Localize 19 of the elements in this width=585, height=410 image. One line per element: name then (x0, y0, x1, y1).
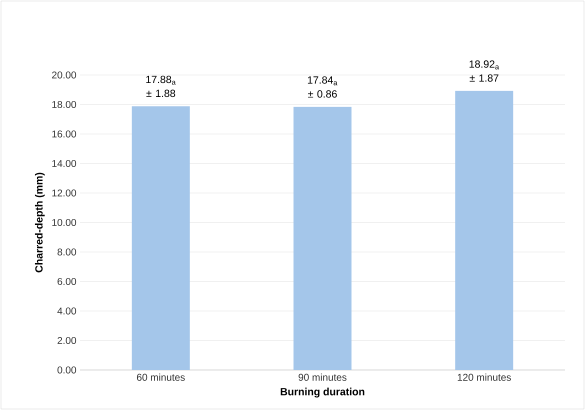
data-label: 18.92$_{a}$ ± 1.87 (470, 60, 500, 82)
y-tick-label: 4.00 (57, 307, 76, 315)
y-tick-label: 0.00 (57, 366, 76, 374)
data-label: 17.88$_{a}$ ± 1.88 (146, 76, 176, 98)
y-tick-label: 2.00 (58, 336, 76, 344)
y-axis-title: Charred-depth (mm) (34, 172, 45, 272)
data-label: 17.84$_{a}$ ± 0.86 (308, 76, 338, 98)
x-tick-label: 60 minutes (136, 374, 185, 381)
y-tick-label: 14.00 (52, 160, 76, 168)
y-tick-label: 8.00 (58, 248, 76, 256)
y-tick-label: 12.00 (52, 189, 76, 197)
y-tick-label: 18.00 (52, 100, 76, 108)
y-tick-label: 6.00 (58, 278, 76, 286)
y-tick-label: 10.00 (52, 218, 76, 226)
x-tick-label: 120 minutes (458, 374, 511, 381)
x-tick-label: 90 minutes (298, 374, 346, 381)
y-tick-label: 16.00 (52, 130, 76, 138)
y-tick-label: 20.00 (52, 71, 76, 79)
x-axis-title: Burning duration (280, 388, 364, 398)
